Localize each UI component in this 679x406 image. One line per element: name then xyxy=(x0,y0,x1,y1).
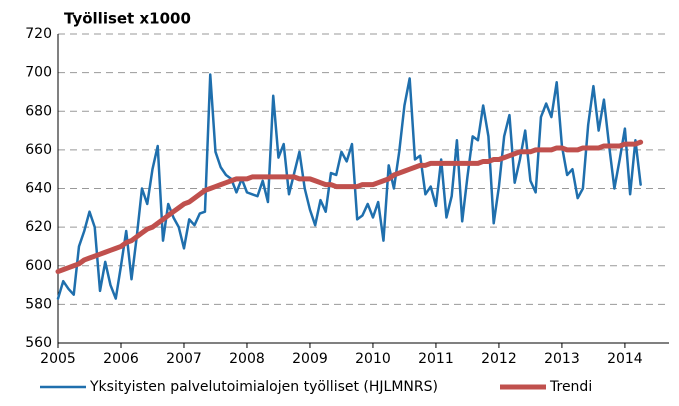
y-tick-label: 720 xyxy=(25,26,52,42)
x-tick-label: 2012 xyxy=(481,351,517,367)
x-tick-label: 2010 xyxy=(355,351,391,367)
x-tick-label: 2013 xyxy=(544,351,580,367)
x-tick-label: 2008 xyxy=(229,351,265,367)
x-tick-label: 2011 xyxy=(418,351,454,367)
x-tick-label: 2005 xyxy=(40,351,76,367)
y-tick-label: 580 xyxy=(25,296,52,312)
y-tick-label: 660 xyxy=(25,142,52,158)
series-line xyxy=(55,139,644,275)
x-tick-label: 2009 xyxy=(292,351,328,367)
y-tick-label: 600 xyxy=(25,258,52,274)
chart-title: Työlliset x1000 xyxy=(64,10,191,28)
y-tick-label: 700 xyxy=(25,65,52,81)
y-tick-label: 680 xyxy=(25,103,52,119)
y-tick-label: 620 xyxy=(25,219,52,235)
y-tick-label: 560 xyxy=(25,335,52,351)
y-tick-label: 640 xyxy=(25,181,52,197)
x-tick-label: 2006 xyxy=(103,351,139,367)
legend-label: Yksityisten palvelutoimialojen työlliset… xyxy=(89,379,438,395)
x-tick-label: 2007 xyxy=(166,351,202,367)
x-tick-label: 2014 xyxy=(607,351,643,367)
series-line xyxy=(56,73,642,300)
legend-label: Trendi xyxy=(549,379,592,395)
